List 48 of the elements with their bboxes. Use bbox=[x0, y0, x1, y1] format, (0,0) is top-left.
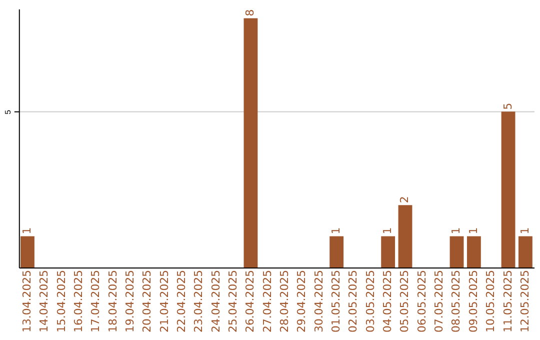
bar bbox=[381, 236, 396, 268]
x-tick-label: 12.05.2025 bbox=[518, 270, 532, 332]
x-tick-label: 01.05.2025 bbox=[330, 270, 343, 332]
x-tick-label: 08.05.2025 bbox=[450, 270, 463, 332]
x-tick-label: 30.04.2025 bbox=[312, 270, 326, 332]
x-tick-label: 11.05.2025 bbox=[501, 270, 514, 332]
bar bbox=[450, 236, 464, 268]
x-tick-label: 21.04.2025 bbox=[158, 270, 171, 332]
x-tick-label: 05.05.2025 bbox=[398, 270, 412, 332]
x-tick-label: 27.04.2025 bbox=[260, 270, 274, 332]
x-tick-label: 03.05.2025 bbox=[364, 270, 377, 332]
x-tick-label: 26.04.2025 bbox=[244, 270, 257, 332]
x-tick-label: 18.04.2025 bbox=[106, 270, 120, 332]
bar bbox=[330, 236, 344, 268]
x-tick-label: 14.04.2025 bbox=[38, 270, 51, 332]
data-label: 1 bbox=[330, 227, 343, 234]
data-label: 1 bbox=[466, 227, 480, 234]
data-label: 1 bbox=[450, 227, 463, 234]
data-label: 1 bbox=[381, 227, 394, 234]
x-tick-label: 02.05.2025 bbox=[346, 270, 360, 332]
data-label: 2 bbox=[398, 196, 412, 204]
bar bbox=[20, 236, 34, 268]
x-tick-label: 16.04.2025 bbox=[72, 270, 85, 332]
x-tick-label: 17.04.2025 bbox=[89, 270, 102, 332]
data-label: 1 bbox=[518, 227, 532, 234]
x-tick-label: 13.04.2025 bbox=[20, 270, 34, 332]
x-tick-label: 10.05.2025 bbox=[484, 270, 498, 332]
data-label: 5 bbox=[501, 102, 514, 110]
x-tick-label: 19.04.2025 bbox=[123, 270, 136, 332]
x-tick-label: 06.05.2025 bbox=[415, 270, 428, 332]
bar bbox=[466, 236, 481, 268]
x-tick-label: 23.04.2025 bbox=[192, 270, 206, 332]
x-tick-label: 15.04.2025 bbox=[54, 270, 68, 332]
x-tick-label: 04.05.2025 bbox=[381, 270, 394, 332]
bar bbox=[501, 112, 516, 268]
data-label: 8 bbox=[244, 9, 257, 16]
x-tick-label: 28.04.2025 bbox=[278, 270, 292, 332]
bar bbox=[398, 205, 412, 268]
bar bbox=[244, 18, 258, 268]
x-tick-label: 07.05.2025 bbox=[432, 270, 446, 332]
x-tick-label: 20.04.2025 bbox=[140, 270, 154, 332]
x-tick-label: 29.04.2025 bbox=[295, 270, 308, 332]
x-tick-label: 09.05.2025 bbox=[466, 270, 480, 332]
bar bbox=[518, 236, 532, 268]
x-tick-label: 24.04.2025 bbox=[209, 270, 222, 332]
x-tick-label: 25.04.2025 bbox=[226, 270, 240, 332]
data-label: 1 bbox=[20, 227, 34, 234]
x-tick-label: 22.04.2025 bbox=[175, 270, 188, 332]
